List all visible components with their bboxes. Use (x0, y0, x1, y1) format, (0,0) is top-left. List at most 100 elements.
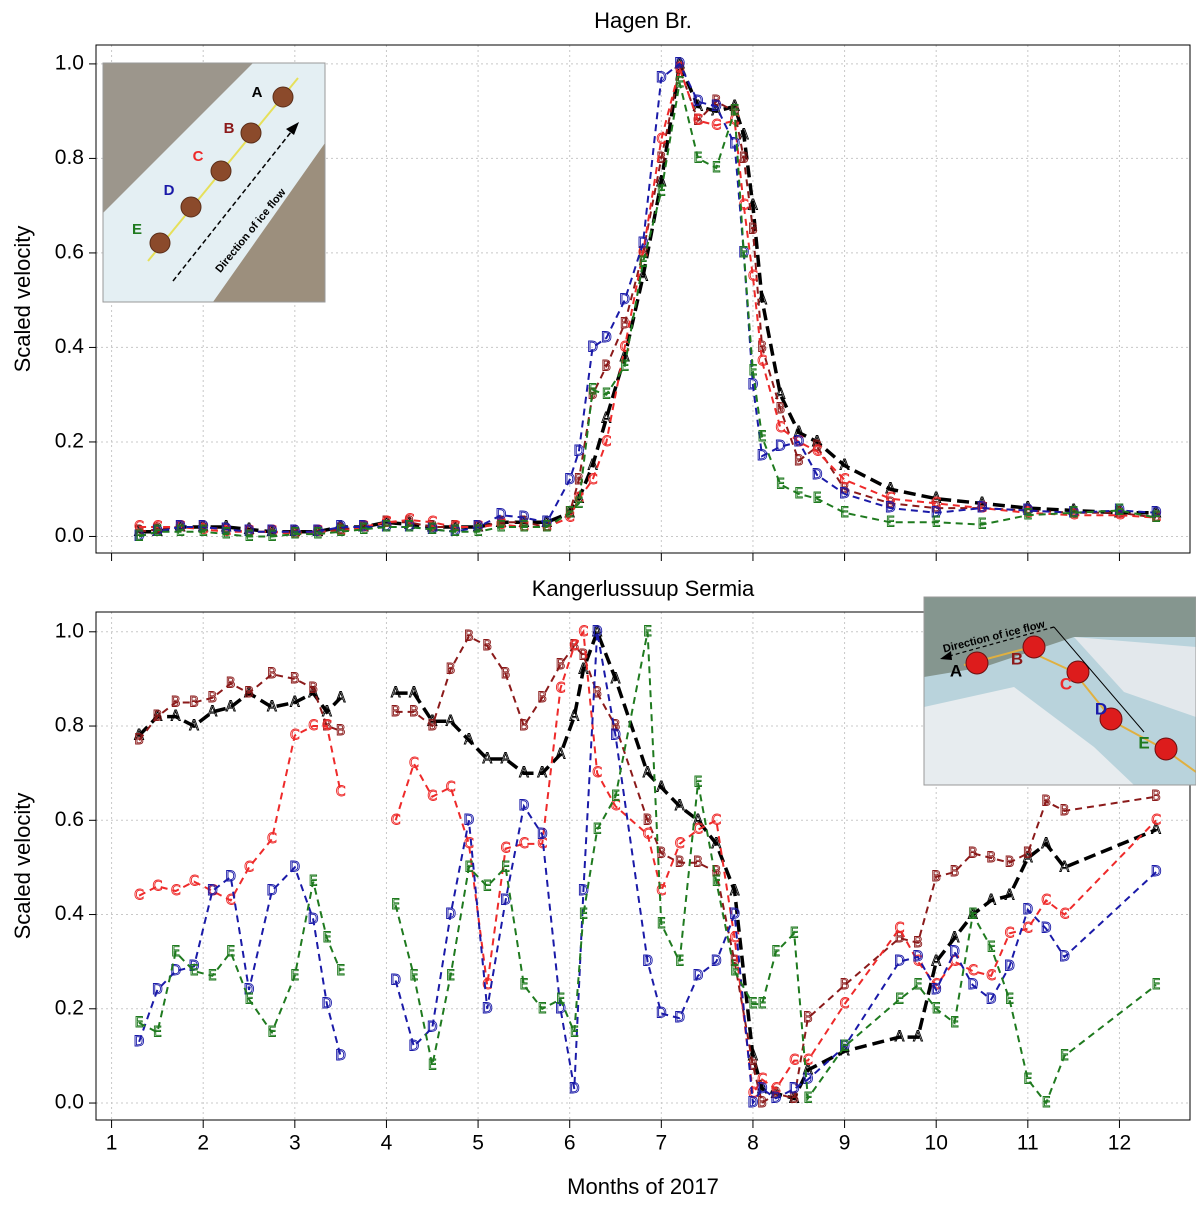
data-marker: A (757, 1081, 767, 1097)
data-marker: C (450, 519, 460, 535)
data-marker: D (175, 519, 186, 535)
data-marker: D (757, 448, 768, 464)
data-marker: D (674, 56, 685, 72)
data-marker: B (657, 150, 667, 166)
data-marker: A (913, 1029, 923, 1045)
data-marker: C (840, 472, 850, 488)
data-marker: A (359, 519, 369, 535)
data-marker: B (267, 666, 277, 682)
series-line (138, 631, 1157, 1106)
data-marker: E (593, 822, 602, 838)
data-marker: E (840, 505, 849, 521)
inset-arrow (172, 126, 296, 282)
data-marker: E (978, 517, 987, 533)
data-marker: A (336, 519, 346, 535)
data-marker: B (1041, 793, 1051, 809)
data-marker: A (464, 732, 474, 748)
data-marker: A (322, 704, 332, 720)
data-marker: E (309, 874, 318, 890)
data-marker: E (1042, 1095, 1051, 1111)
data-marker: B (730, 954, 740, 970)
data-marker: C (931, 977, 941, 993)
data-marker: B (574, 472, 584, 488)
data-marker: B (776, 401, 786, 417)
data-marker: D (1068, 505, 1079, 521)
data-marker: E (913, 977, 922, 993)
data-marker: E (803, 1090, 812, 1106)
data-marker: C (427, 789, 437, 805)
data-marker: E (428, 1057, 437, 1073)
data-marker: E (574, 495, 583, 511)
data-marker: E (657, 183, 666, 199)
data-marker: B (592, 685, 602, 701)
data-marker: B (171, 694, 181, 710)
data-marker: E (749, 363, 758, 379)
x-tick-label: 3 (289, 1132, 301, 1155)
data-marker: B (931, 500, 941, 516)
data-marker: B (693, 855, 703, 871)
data-marker: A (748, 1048, 758, 1064)
data-marker: D (949, 944, 960, 960)
data-marker: C (409, 756, 419, 772)
data-marker: C (638, 245, 648, 261)
data-marker: C (171, 883, 181, 899)
y-tick-label: 0.0 (55, 1091, 84, 1114)
data-marker: E (464, 859, 473, 875)
data-marker: E (694, 150, 703, 166)
data-marker: B (153, 709, 163, 725)
data-marker: D (610, 727, 621, 743)
data-marker: C (226, 892, 236, 908)
data-marker: B (739, 150, 749, 166)
data-marker: D (729, 907, 740, 923)
data-marker: C (359, 519, 369, 535)
inset-label: E (1138, 733, 1149, 752)
data-marker: C (556, 680, 566, 696)
data-marker: B (950, 864, 960, 880)
data-marker: A (308, 685, 318, 701)
data-marker: B (840, 977, 850, 993)
x-tick-label: 8 (747, 1132, 759, 1155)
data-marker: D (592, 624, 603, 640)
data-marker: A (840, 458, 850, 474)
data-marker: B (931, 869, 941, 885)
data-marker: E (1060, 1048, 1069, 1064)
data-marker: B (657, 845, 667, 861)
data-marker: E (428, 521, 437, 537)
data-marker: B (895, 930, 905, 946)
data-marker: C (308, 718, 318, 734)
data-marker: C (336, 524, 346, 540)
data-marker: A (1060, 859, 1070, 875)
data-marker: E (1152, 510, 1161, 526)
data-marker: C (1069, 507, 1079, 523)
inset-point (240, 122, 262, 144)
data-marker: A (840, 1043, 850, 1059)
data-marker: B (602, 358, 612, 374)
data-marker: E (730, 963, 739, 979)
data-marker: D (464, 812, 475, 828)
data-marker: A (153, 524, 163, 540)
data-marker: E (313, 526, 322, 542)
chart-title: Hagen Br. (594, 8, 692, 33)
data-marker: E (542, 519, 551, 535)
y-tick-label: 0.8 (55, 714, 84, 737)
data-marker: C (611, 798, 621, 814)
data-marker: C (739, 198, 749, 214)
data-marker: B (643, 812, 653, 828)
data-marker: D (1059, 949, 1070, 965)
data-marker: D (267, 883, 278, 899)
inset-frame (102, 62, 326, 303)
data-marker: B (1005, 855, 1015, 871)
data-marker: C (693, 113, 703, 129)
data-marker: D (134, 1034, 145, 1050)
data-marker: C (152, 519, 162, 535)
data-marker: C (134, 888, 144, 904)
data-marker: C (207, 883, 217, 899)
data-marker: D (967, 977, 978, 993)
data-marker: E (336, 963, 345, 979)
data-marker: E (895, 991, 904, 1007)
data-marker: E (1023, 1071, 1032, 1087)
data-marker: E (758, 429, 767, 445)
data-marker: E (199, 524, 208, 540)
data-marker: E (1115, 502, 1124, 518)
